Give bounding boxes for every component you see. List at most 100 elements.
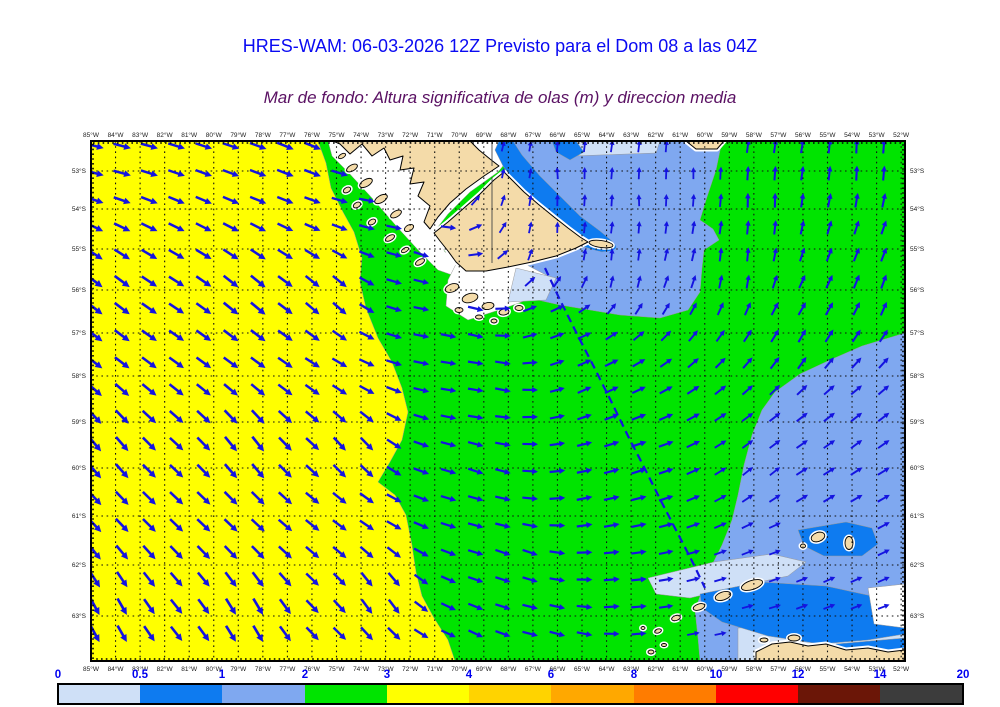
arrow-head [312, 361, 320, 368]
lon-label: 70°W [451, 665, 468, 673]
arrow-head [202, 633, 210, 642]
wave-direction-arrow [249, 195, 262, 203]
lon-label: 66°W [549, 665, 566, 673]
wave-direction-arrow [113, 248, 127, 258]
arrow-head [718, 193, 724, 199]
wave-direction-arrow [636, 278, 641, 288]
arrow-head [257, 361, 266, 369]
arrow-head [175, 606, 183, 614]
wave-direction-arrow [250, 409, 262, 421]
arrow-head [503, 550, 511, 556]
wave-direction-arrow [850, 441, 860, 450]
arrow-head [94, 388, 102, 397]
arrow-head [558, 413, 565, 420]
arrow-head [504, 522, 511, 529]
arrow-head [395, 333, 402, 340]
wave-direction-arrow [850, 577, 860, 584]
arrow-head [718, 166, 724, 172]
arrow-head [829, 576, 836, 582]
wave-direction-arrow [634, 305, 642, 315]
lat-label: 62°S [72, 561, 87, 569]
wave-direction-arrow [690, 251, 696, 262]
arrow-head [527, 194, 533, 200]
arrow-head [395, 306, 402, 313]
arrow-head [175, 415, 184, 423]
wave-direction-arrow [250, 383, 262, 394]
arrow-head [176, 279, 185, 287]
wave-direction-arrow [251, 571, 262, 584]
arrow-head [257, 497, 265, 505]
wave-direction-arrow [799, 251, 805, 262]
lon-label: 74°W [353, 665, 370, 673]
arrow-head [256, 606, 264, 615]
arrow-head [367, 252, 375, 259]
wave-direction-arrow [331, 249, 344, 258]
wave-direction-arrow [142, 518, 153, 529]
arrow-head [204, 170, 212, 177]
arrow-head [856, 494, 863, 500]
wave-direction-arrow [467, 522, 480, 528]
arrow-head [854, 301, 860, 309]
wave-direction-arrow [413, 360, 425, 365]
arrow-head [666, 358, 673, 365]
wave-direction-arrow [195, 142, 208, 149]
arrow-head [854, 192, 860, 199]
wave-direction-arrow [769, 359, 778, 370]
arrow-head [800, 356, 807, 364]
wave-direction-arrow [827, 169, 831, 181]
island [342, 186, 352, 194]
wave-direction-arrow [879, 305, 887, 316]
wave-direction-arrow [467, 575, 480, 582]
arrow-head [827, 193, 833, 200]
arrow-head [828, 357, 834, 364]
wave-direction-arrow [141, 409, 153, 421]
arrow-head [202, 579, 210, 587]
arrow-head [422, 306, 430, 312]
wave-direction-arrow [277, 302, 290, 312]
arrow-head [640, 603, 647, 610]
wave-direction-arrow [196, 409, 208, 421]
wave-direction-arrow [746, 169, 750, 181]
colorbar-tick-label: 14 [874, 669, 887, 681]
wave-direction-arrow [877, 523, 888, 530]
arrow-head [612, 467, 620, 474]
arrow-head [149, 279, 158, 287]
wave-direction-arrow [522, 333, 534, 339]
lon-label: 76°W [304, 665, 321, 673]
colorbar-segment [469, 684, 551, 704]
wave-direction-arrow [440, 441, 453, 447]
arrow-head [338, 578, 346, 586]
colorbar [57, 683, 964, 705]
island [337, 152, 347, 160]
arrow-head [559, 495, 566, 502]
arrow-head [801, 412, 808, 419]
arrow-head [339, 334, 347, 341]
arrow-head [230, 252, 239, 260]
arrow-head [558, 604, 566, 611]
arrow-head [694, 522, 701, 528]
arrow-head [690, 193, 697, 200]
arrow-head [393, 551, 401, 558]
wave-direction-arrow [222, 274, 235, 285]
arrow-head [528, 248, 534, 255]
arrow-head [500, 194, 506, 201]
wave-direction-arrow [223, 409, 235, 421]
wave-direction-arrow [195, 356, 208, 366]
arrow-head [718, 220, 724, 227]
wave-direction-arrow [440, 575, 453, 583]
arrow-head [477, 360, 484, 367]
wave-direction-arrow [741, 387, 751, 396]
wave-direction-arrow [224, 625, 235, 638]
wave-direction-arrow [692, 197, 695, 207]
arrow-head [663, 221, 669, 227]
wave-direction-arrow [604, 442, 616, 448]
arrow-head [312, 252, 321, 259]
lon-label: 69°W [476, 665, 493, 673]
arrow-head [745, 220, 751, 226]
wave-direction-arrow [467, 387, 480, 392]
arrow-head [449, 333, 457, 340]
arrow-head [586, 522, 593, 529]
arrow-head [256, 443, 265, 452]
arrow-head [527, 221, 533, 227]
arrow-head [800, 247, 806, 254]
